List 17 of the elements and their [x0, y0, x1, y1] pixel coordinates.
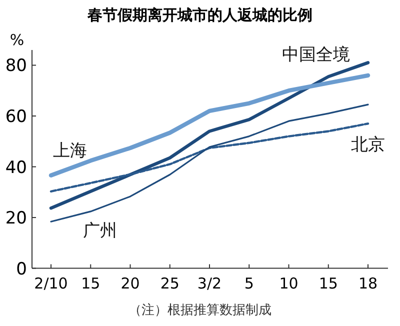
annotation: （注）根据推算数据制成	[128, 303, 272, 318]
ytick: 0	[16, 259, 27, 280]
title: 春节假期离开城市的人返城的比例	[88, 6, 312, 24]
xtick: 2/10	[34, 274, 68, 292]
ytick: 60	[5, 107, 27, 127]
ytick: 80	[5, 56, 27, 76]
ytick: 40	[5, 158, 27, 178]
xtick: 18	[358, 274, 378, 292]
xtick: 5	[244, 274, 254, 292]
ytick: 20	[5, 208, 27, 229]
ylabel: %	[10, 31, 24, 49]
xtick: 15	[318, 274, 338, 292]
xtick: 20	[120, 274, 140, 292]
xtick: 15	[81, 274, 100, 292]
xtick: 25	[160, 274, 180, 292]
xtick: 10	[279, 274, 298, 292]
xtick: 3/2	[197, 274, 222, 292]
